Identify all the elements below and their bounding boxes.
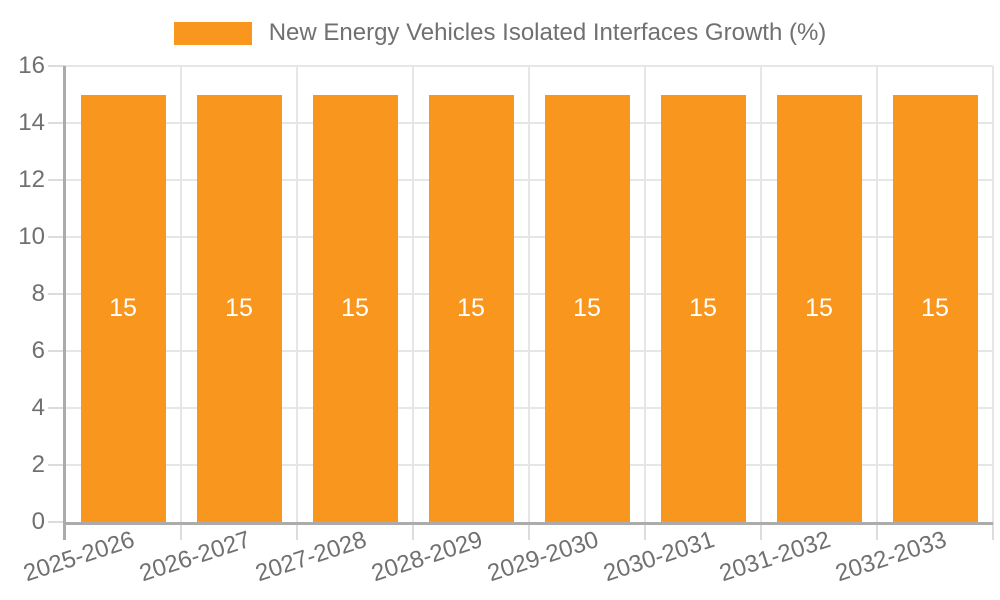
- x-gridline: [528, 66, 530, 522]
- bar-2030-2031[interactable]: [660, 94, 746, 522]
- y-tick-label: 8: [31, 280, 45, 307]
- x-tick: [180, 522, 182, 540]
- bar-value-label: 15: [457, 294, 485, 323]
- x-gridline: [876, 66, 878, 522]
- x-tick: [992, 522, 994, 540]
- y-tick: [48, 521, 65, 523]
- x-tick-label: 2028-2029: [368, 526, 487, 588]
- x-tick-label: 2032-2033: [832, 526, 951, 588]
- x-gridline: [412, 66, 414, 522]
- y-tick: [48, 236, 65, 238]
- bar-value-label: 15: [341, 294, 369, 323]
- x-tick-label: 2030-2031: [600, 526, 719, 588]
- bar-2025-2026[interactable]: [80, 94, 166, 522]
- bar-2029-2030[interactable]: [544, 94, 630, 522]
- x-gridline: [644, 66, 646, 522]
- bar-2027-2028[interactable]: [312, 94, 398, 522]
- bar-value-label: 15: [921, 294, 949, 323]
- x-gridline: [296, 66, 298, 522]
- x-gridline: [992, 66, 994, 522]
- y-axis-line: [63, 66, 66, 540]
- legend-swatch: [173, 21, 252, 45]
- bar-2032-2033[interactable]: [892, 94, 978, 522]
- bar-value-label: 15: [573, 294, 601, 323]
- x-tick-label: 2029-2030: [484, 526, 603, 588]
- bar-value-label: 15: [805, 294, 833, 323]
- x-tick: [296, 522, 298, 540]
- y-tick: [48, 122, 65, 124]
- y-tick: [48, 293, 65, 295]
- bar-value-label: 15: [109, 294, 137, 323]
- x-tick: [876, 522, 878, 540]
- y-tick-label: 14: [18, 109, 45, 136]
- y-tick-label: 6: [31, 337, 45, 364]
- y-tick-label: 4: [31, 394, 45, 421]
- y-tick-label: 2: [31, 451, 45, 478]
- y-tick-label: 16: [18, 52, 45, 79]
- y-tick-label: 12: [18, 166, 45, 193]
- y-tick: [48, 407, 65, 409]
- legend[interactable]: New Energy Vehicles Isolated Interfaces …: [0, 19, 1000, 47]
- y-tick-label: 10: [18, 223, 45, 250]
- x-tick-label: 2026-2027: [136, 526, 255, 588]
- x-tick: [412, 522, 414, 540]
- y-tick: [48, 464, 65, 466]
- bar-2028-2029[interactable]: [428, 94, 514, 522]
- x-gridline: [760, 66, 762, 522]
- y-tick: [48, 350, 65, 352]
- y-tick: [48, 65, 65, 67]
- x-axis-line: [65, 522, 993, 525]
- y-tick-label: 0: [31, 508, 45, 535]
- bar-value-label: 15: [225, 294, 253, 323]
- x-tick: [760, 522, 762, 540]
- bar-2026-2027[interactable]: [196, 94, 282, 522]
- bar-2031-2032[interactable]: [776, 94, 862, 522]
- x-tick: [528, 522, 530, 540]
- legend-label: New Energy Vehicles Isolated Interfaces …: [268, 19, 827, 46]
- bar-value-label: 15: [689, 294, 717, 323]
- y-tick: [48, 179, 65, 181]
- x-gridline: [180, 66, 182, 522]
- x-tick: [644, 522, 646, 540]
- x-tick-label: 2031-2032: [716, 526, 835, 588]
- x-tick-label: 2027-2028: [252, 526, 371, 588]
